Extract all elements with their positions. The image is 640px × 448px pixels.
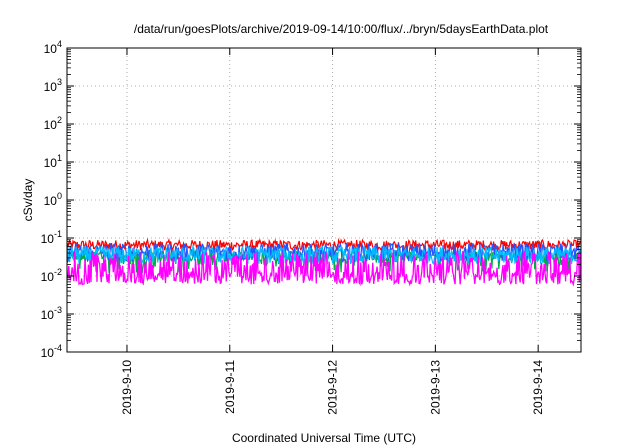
y-tick-label: 10-1 xyxy=(41,229,62,246)
y-tick-label: 100 xyxy=(44,191,62,208)
x-tick-label: 2019-9-12 xyxy=(326,360,340,415)
y-tick-label: 101 xyxy=(44,153,62,170)
x-axis: 2019-9-10 2019-9-11 2019-9-12 2019-9-13 2019… xyxy=(120,48,545,415)
y-tick-label: 10-2 xyxy=(41,267,62,284)
y-tick-label: 104 xyxy=(44,39,62,56)
series-layer xyxy=(66,237,582,287)
series-line xyxy=(66,250,582,287)
x-axis-label: Coordinated Universal Time (UTC) xyxy=(232,431,416,445)
chart-title: /data/run/goesPlots/archive/2019-09-14/1… xyxy=(134,22,549,36)
x-tick-label: 2019-9-11 xyxy=(223,360,237,414)
grid xyxy=(67,48,581,352)
x-tick-label: 2019-9-10 xyxy=(120,360,134,415)
x-tick-label: 2019-9-14 xyxy=(531,360,545,415)
y-tick-label: 10-3 xyxy=(41,305,62,322)
y-tick-label: 103 xyxy=(44,77,62,94)
y-axis-label: cSv/day xyxy=(21,179,35,222)
y-tick-label: 102 xyxy=(44,115,62,132)
y-axis: 10-4 10-3 10-2 10-1 100 101 102 103 104 xyxy=(41,39,581,360)
x-tick-label: 2019-9-13 xyxy=(428,360,442,415)
y-tick-label: 10-4 xyxy=(41,343,62,360)
